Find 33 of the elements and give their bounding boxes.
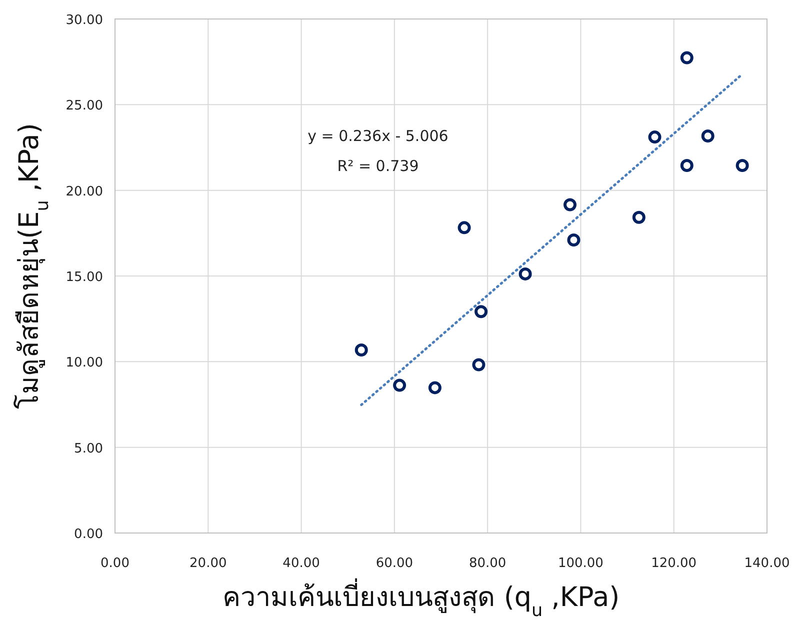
x-tick-label: 120.00: [651, 556, 697, 571]
y-tick-label: 20.00: [66, 184, 103, 200]
x-tick-label: 40.00: [282, 556, 320, 571]
x-tick-label: 20.00: [190, 556, 227, 571]
annotation: R² = 0.739: [337, 157, 419, 175]
annotation: y = 0.236x - 5.006: [308, 127, 448, 145]
x-tick-label: 100.00: [558, 556, 604, 571]
y-tick-label: 0.00: [74, 527, 103, 542]
y-tick-label: 25.00: [66, 98, 103, 114]
point: [680, 51, 694, 64]
x-tick-label: 60.00: [376, 556, 414, 571]
point: [736, 158, 749, 172]
point: [393, 378, 406, 392]
point: [701, 130, 714, 143]
x-axis-title: ความเค้นเบี่ยงเบนสูงสุด (q$_{u}$ ,KPa): [222, 578, 620, 621]
point: [354, 344, 368, 357]
y-tick-label: 15.00: [66, 270, 103, 285]
x-tick-label: 0.00: [100, 556, 130, 571]
point: [648, 130, 662, 144]
point: [472, 358, 486, 372]
point: [458, 221, 471, 234]
point: [474, 305, 488, 318]
point: [680, 158, 694, 172]
point: [632, 210, 646, 224]
point: [564, 198, 577, 212]
y-tick-label: 30.00: [66, 13, 103, 28]
y-tick-label: 5.00: [74, 441, 103, 456]
x-tick-label: 80.00: [468, 556, 506, 571]
point: [518, 267, 532, 280]
x-tick-label: 140.00: [744, 556, 790, 571]
point: [428, 381, 442, 394]
point: [567, 234, 580, 247]
y-tick-label: 10.00: [66, 356, 103, 371]
